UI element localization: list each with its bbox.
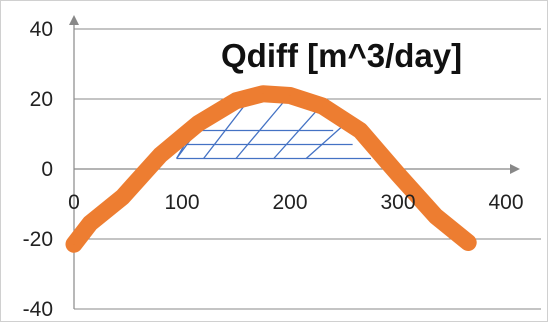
hatch-cross-line: [235, 100, 286, 159]
hatched-region: [176, 100, 371, 160]
data-point: [235, 100, 237, 102]
data-point: [89, 222, 91, 224]
chart-title: Qdiff [m^3/day]: [221, 37, 462, 74]
y-tick-label: -20: [23, 228, 53, 251]
data-point: [159, 154, 161, 156]
x-tick-label: 300: [380, 191, 415, 214]
data-point: [435, 215, 437, 217]
data-point: [397, 173, 399, 175]
x-tick-label: 200: [272, 191, 307, 214]
data-point: [122, 196, 124, 198]
x-tick-label: 400: [488, 191, 523, 214]
data-point: [289, 95, 291, 96]
y-tick-label: -40: [23, 298, 53, 321]
series-layer: [65, 85, 477, 253]
data-point: [262, 93, 264, 95]
hatch-cross-line: [273, 103, 323, 159]
data-point: [197, 123, 199, 124]
data-point: [467, 242, 469, 243]
y-tick-label: 0: [41, 158, 53, 181]
data-point: [73, 243, 75, 245]
x-tick-label: 100: [164, 191, 199, 214]
data-point: [321, 105, 323, 107]
y-tick-label: 40: [30, 18, 53, 41]
data-point: [359, 130, 361, 131]
x-tick-label: 0: [68, 191, 80, 214]
hatch-cross-line: [203, 102, 248, 159]
y-tick-label: 20: [30, 88, 53, 111]
